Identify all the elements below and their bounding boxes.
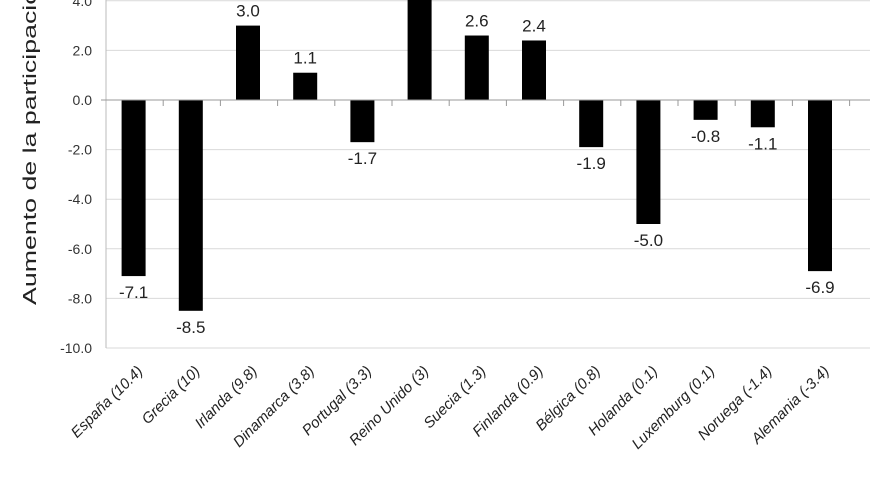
bar-12 xyxy=(808,100,832,272)
data-label: -7.1 xyxy=(119,283,148,302)
data-label: -5.0 xyxy=(634,231,663,250)
bar-7 xyxy=(522,40,546,100)
bar-10 xyxy=(693,100,718,120)
bar-9 xyxy=(636,100,661,224)
x-tick-label: España (10.4) xyxy=(68,363,147,442)
y-tick-label: 4.0 xyxy=(73,0,93,9)
data-label: -1.7 xyxy=(348,149,377,168)
data-label: -6.9 xyxy=(805,278,834,297)
bar-0 xyxy=(121,100,146,277)
y-tick-label: -2.0 xyxy=(68,142,92,158)
data-label: -8.5 xyxy=(176,318,205,337)
y-axis-label: Aumento de la participación xyxy=(20,0,40,305)
bar-2 xyxy=(236,25,260,101)
y-tick-label: 2.0 xyxy=(73,42,93,58)
bar-1 xyxy=(178,100,203,311)
data-label: 1.1 xyxy=(293,49,317,68)
bar-3 xyxy=(293,72,318,100)
y-tick-label: -10.0 xyxy=(60,340,92,356)
bar-8 xyxy=(579,100,604,148)
bar-4 xyxy=(350,100,375,143)
data-label: -1.9 xyxy=(577,154,606,173)
y-tick-label: -4.0 xyxy=(68,191,92,207)
y-tick-label: -8.0 xyxy=(68,290,92,306)
y-tick-label: -6.0 xyxy=(68,241,92,257)
bars xyxy=(121,0,832,311)
data-label: 2.4 xyxy=(522,16,546,35)
data-label: 3.0 xyxy=(236,2,260,21)
data-label: -1.1 xyxy=(748,134,777,153)
axes: -10.0 -8.0 -6.0 -4.0 -2.0 0.0 2.0 4.0 xyxy=(60,0,870,356)
data-label: 2.6 xyxy=(465,12,489,31)
bar-5 xyxy=(407,0,432,100)
bar-6 xyxy=(464,35,489,100)
bar-11 xyxy=(750,100,775,128)
y-tick-label: 0.0 xyxy=(73,92,93,108)
data-label: -0.8 xyxy=(691,127,720,146)
